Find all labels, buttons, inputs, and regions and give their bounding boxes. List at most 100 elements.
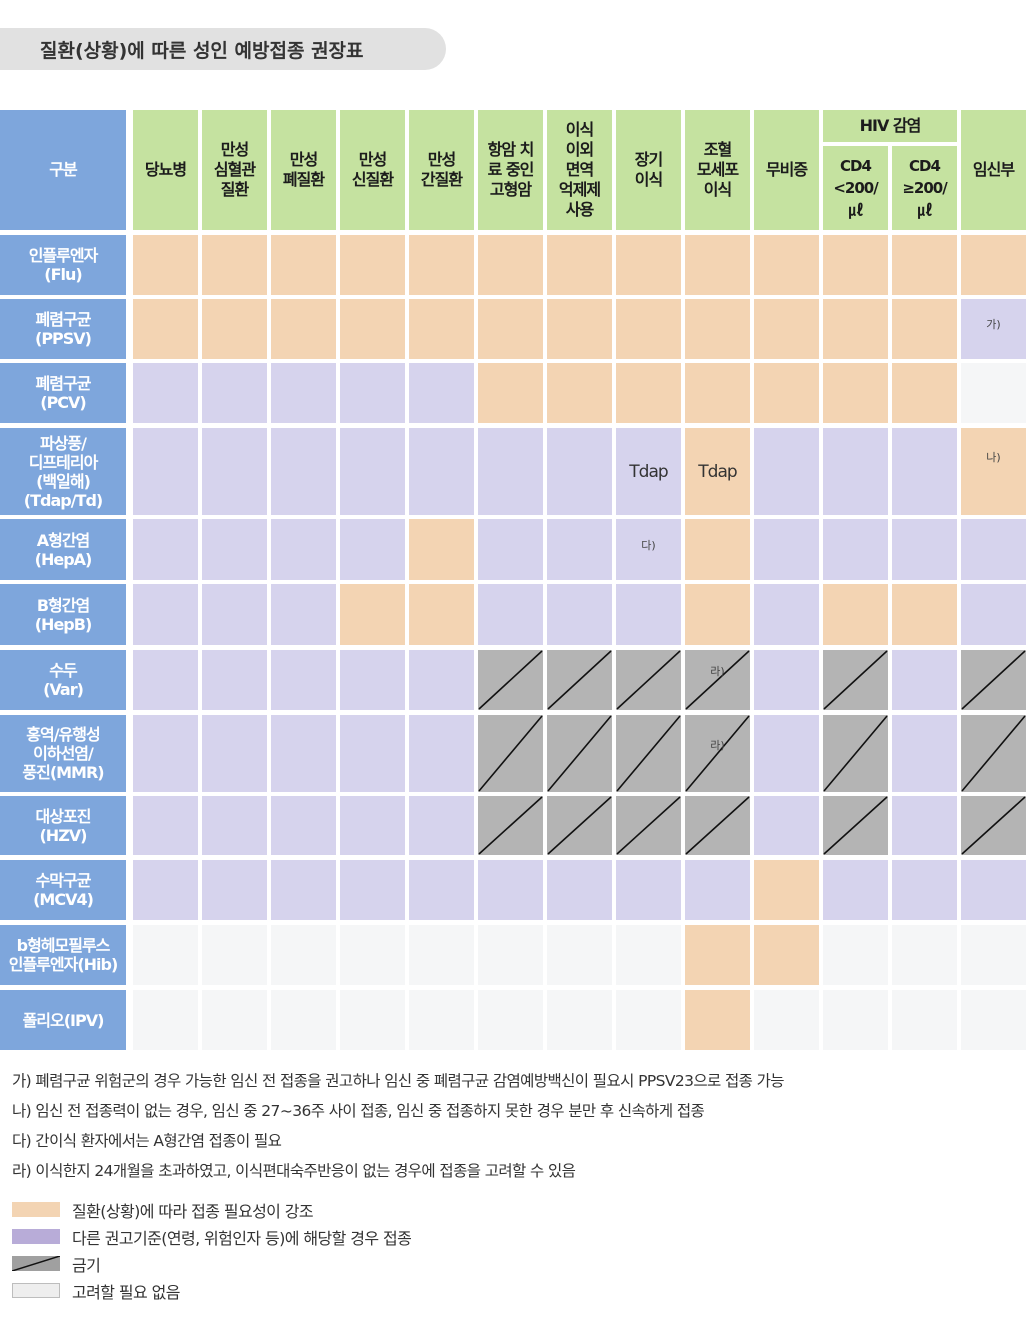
cell-other-criteria — [892, 715, 957, 792]
tdap-label: Tdap — [698, 461, 737, 482]
cell-emphasized — [133, 235, 198, 295]
cell-emphasized — [547, 299, 612, 359]
cell-emphasized — [892, 363, 957, 423]
contraindication-slash — [478, 650, 543, 710]
cell-emphasized — [478, 299, 543, 359]
legend-label: 질환(상황)에 따라 접종 필요성이 강조 — [72, 1201, 314, 1221]
cell-other-criteria — [340, 860, 405, 920]
contraindication-slash — [616, 796, 681, 855]
cell-not-needed — [823, 925, 888, 985]
footnote-da: 다) 간이식 환자에서는 A형간염 접종이 필요 — [12, 1132, 282, 1150]
cell-other-criteria — [271, 650, 336, 710]
cell-contraindicated — [547, 715, 612, 792]
legend-swatch-orange — [12, 1202, 60, 1217]
cell-other-criteria — [202, 428, 267, 515]
cell-other-criteria — [961, 519, 1026, 580]
footnote-marker: 라) — [710, 665, 725, 678]
cell-other-criteria — [892, 860, 957, 920]
cell-emphasized — [478, 235, 543, 295]
cell-other-criteria — [133, 519, 198, 580]
cell-emphasized — [685, 363, 750, 423]
cell-other-criteria — [271, 363, 336, 423]
cell-other-criteria — [547, 428, 612, 515]
cell-other-criteria — [478, 584, 543, 645]
cell-emphasized — [202, 235, 267, 295]
cell-emphasized — [409, 299, 474, 359]
cell-emphasized — [271, 299, 336, 359]
cell-emphasized — [685, 299, 750, 359]
column-header: 만성 간질환 — [409, 110, 474, 230]
cell-emphasized — [892, 584, 957, 645]
cell-emphasized — [754, 235, 819, 295]
footnote-marker: 나) — [986, 450, 1001, 464]
cell-other-criteria — [754, 584, 819, 645]
column-header: 임신부 — [961, 110, 1026, 230]
cell-other-criteria — [892, 519, 957, 580]
cell-other-criteria — [271, 796, 336, 855]
contraindication-slash — [616, 650, 681, 710]
cell-other-criteria — [133, 584, 198, 645]
cell-emphasized — [409, 584, 474, 645]
cell-other-criteria — [133, 796, 198, 855]
row-label: 폴리오(IPV) — [0, 990, 126, 1050]
cell-not-needed — [547, 925, 612, 985]
cell-emphasized — [823, 584, 888, 645]
cell-other-criteria — [823, 428, 888, 515]
column-group-header-hiv: HIV 감염 — [823, 110, 957, 142]
contraindication-slash — [823, 715, 888, 792]
cell-contraindicated — [616, 650, 681, 710]
cell-emphasized — [823, 363, 888, 423]
cell-other-criteria — [202, 715, 267, 792]
footnote-ra: 라) 이식한지 24개월을 초과하였고, 이식편대숙주반응이 없는 경우에 접종… — [12, 1162, 576, 1180]
cell-other-criteria — [340, 715, 405, 792]
contraindication-slash — [823, 796, 888, 855]
cell-not-needed — [478, 990, 543, 1050]
cell-other-criteria — [409, 715, 474, 792]
cell-other-criteria — [754, 519, 819, 580]
cell-emphasized — [823, 235, 888, 295]
row-label: 홍역/유행성 이하선염/ 풍진(MMR) — [0, 715, 126, 792]
cell-other-criteria — [271, 428, 336, 515]
cell-other-criteria — [202, 584, 267, 645]
legend-item-contraindicated: 금기 — [12, 1250, 612, 1277]
cell-other-criteria — [340, 796, 405, 855]
contraindication-slash — [547, 650, 612, 710]
cell-emphasized — [685, 519, 750, 580]
cell-contraindicated: 라) — [685, 650, 750, 710]
cell-emphasized — [202, 299, 267, 359]
cell-other-criteria — [133, 363, 198, 423]
cell-not-needed — [133, 925, 198, 985]
cell-other-criteria — [409, 363, 474, 423]
row-label: 폐렴구균 (PCV) — [0, 363, 126, 423]
cell-other-criteria — [340, 363, 405, 423]
cell-not-needed — [271, 990, 336, 1050]
cell-emphasized — [409, 519, 474, 580]
cell-not-needed — [892, 990, 957, 1050]
cell-other-criteria — [202, 363, 267, 423]
contraindication-slash — [961, 650, 1026, 710]
legend-item-emphasized: 질환(상황)에 따라 접종 필요성이 강조 — [12, 1196, 612, 1223]
contraindication-slash — [685, 715, 750, 792]
cell-other-criteria — [754, 428, 819, 515]
cell-other-criteria — [409, 860, 474, 920]
cell-emphasized — [340, 235, 405, 295]
cell-other-criteria — [961, 584, 1026, 645]
cell-not-needed — [961, 925, 1026, 985]
cell-not-needed — [202, 990, 267, 1050]
cell-emphasized — [685, 584, 750, 645]
cell-emphasized — [271, 235, 336, 295]
cell-not-needed — [478, 925, 543, 985]
row-label: b형헤모필루스 인플루엔자(Hib) — [0, 925, 126, 985]
row-label: B형간염 (HepB) — [0, 584, 126, 645]
cell-contraindicated — [616, 715, 681, 792]
cell-contraindicated — [823, 796, 888, 855]
cell-not-needed — [892, 925, 957, 985]
cell-other-criteria — [202, 796, 267, 855]
cell-other-criteria: 가) — [961, 299, 1026, 359]
cell-other-criteria — [133, 650, 198, 710]
cell-emphasized: 나) — [961, 428, 1026, 515]
footnotes: 가) 폐렴구균 위험군의 경우 가능한 임신 전 접종을 권고하나 임신 중 폐… — [12, 1066, 1027, 1186]
cell-emphasized — [892, 299, 957, 359]
cell-contraindicated — [823, 715, 888, 792]
cell-contraindicated: 라) — [685, 715, 750, 792]
